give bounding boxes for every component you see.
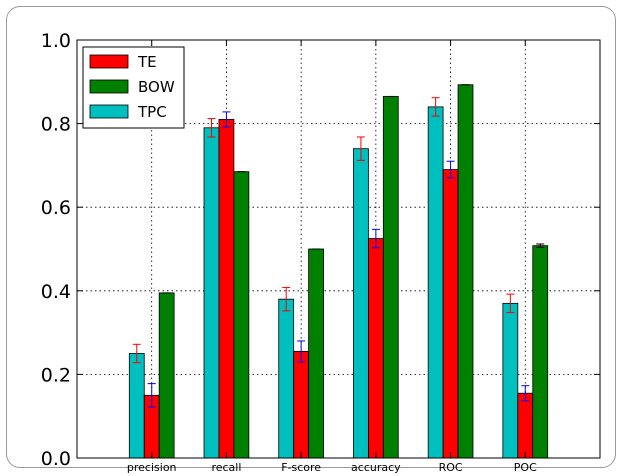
bar-bow — [532, 245, 549, 459]
legend-swatch-tpc — [89, 104, 129, 119]
bar-tpc — [427, 106, 444, 459]
bar-te — [293, 351, 310, 459]
y-tick-label: 0.6 — [41, 197, 71, 219]
bar-tpc — [128, 353, 145, 459]
legend-swatch-bow — [89, 79, 129, 94]
y-tick-label: 0.4 — [41, 281, 71, 303]
legend-label-bow: BOW — [138, 78, 175, 96]
bar-bow — [233, 171, 250, 459]
legend-swatch-te — [89, 54, 129, 69]
bar-te — [218, 119, 235, 459]
legend: TE BOW TPC — [82, 46, 185, 129]
bar-bow — [457, 84, 474, 459]
category-label: accuracy — [351, 461, 401, 474]
category-label: recall — [211, 461, 241, 474]
y-tick-label: 0.2 — [41, 364, 71, 386]
category-label: ROC — [439, 461, 463, 474]
legend-label-te: TE — [137, 53, 157, 71]
bar-te — [367, 238, 384, 459]
bars — [128, 84, 549, 459]
y-tick-label: 0.8 — [41, 114, 71, 136]
legend-label-tpc: TPC — [137, 103, 167, 121]
bar-tpc — [278, 298, 295, 459]
bar-tpc — [353, 148, 369, 459]
y-tick-label: 1.0 — [41, 30, 71, 52]
bar-bow — [308, 248, 324, 459]
bar-te — [442, 169, 459, 459]
error-bars — [132, 84, 545, 408]
plot-area-border — [76, 39, 601, 459]
x-axis-labels: precision recall F-score accuracy ROC POC — [127, 40, 537, 474]
bar-tpc — [502, 302, 519, 459]
y-tick-label: 0.0 — [41, 448, 71, 470]
y-axis-ticks: 0.0 0.2 0.4 0.6 0.8 1.0 — [41, 30, 600, 470]
bar-tpc — [203, 127, 220, 459]
category-label: F-score — [281, 461, 321, 474]
bar-te — [517, 392, 534, 459]
category-label: POC — [514, 461, 537, 474]
bar-bow — [158, 292, 175, 459]
category-label: precision — [127, 461, 177, 474]
bar-bow — [382, 96, 399, 459]
grid-lines — [77, 40, 600, 458]
